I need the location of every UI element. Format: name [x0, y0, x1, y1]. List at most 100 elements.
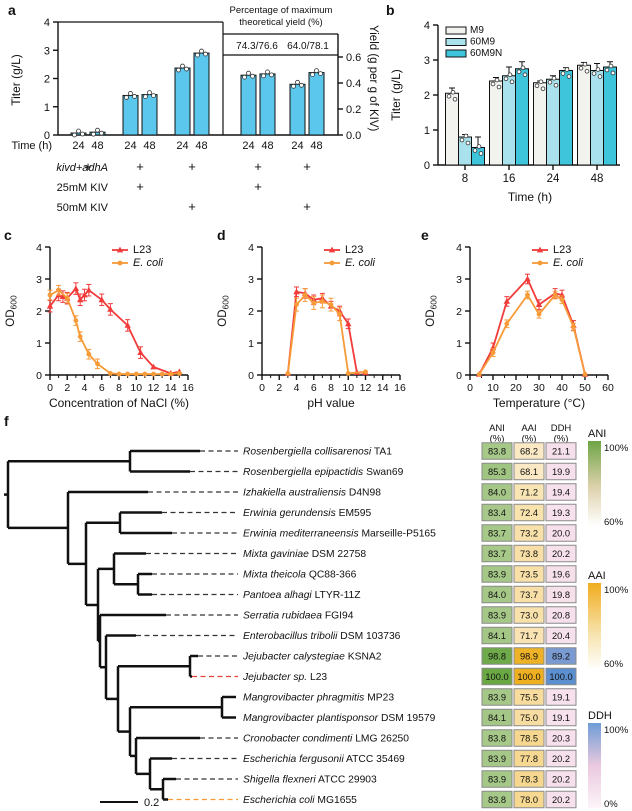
taxon-name: Escherichia coli [243, 795, 315, 806]
taxon-name: Rosenbergiella collisarenosi [243, 447, 372, 458]
plus-mark: + [254, 179, 262, 194]
taxon-label: Shigella flexneri ATCC 29903 [243, 775, 377, 786]
taxon-name: Shigella flexneri [243, 775, 316, 786]
replicate-dot [91, 131, 96, 137]
replicate-dot [520, 65, 526, 71]
heatmap-cell-value: 100.0 [549, 672, 572, 682]
marker-circle [571, 324, 576, 330]
taxon-name: Serratia rubidaea [243, 611, 322, 622]
y-tick-label: 0.0 [346, 130, 361, 142]
x-tick-label: 16 [394, 382, 406, 394]
scale-top-label: 100% [604, 585, 629, 596]
heatmap-cell-value: 78.3 [520, 774, 538, 784]
heatmap-cell-value: 20.2 [552, 549, 570, 559]
marker-triangle [85, 286, 93, 293]
marker-triangle [535, 301, 543, 307]
bar-titer [289, 83, 306, 136]
x-tick-label: 6 [99, 382, 105, 394]
heatmap-column-unit: (%) [522, 434, 537, 445]
taxon-label: Mangrovibacter phragmitis MP23 [243, 693, 394, 704]
bar-60M9N [603, 66, 617, 166]
legend-label: L23 [133, 244, 151, 256]
marker-circle [582, 371, 588, 377]
ylabel-sub: 600 [9, 295, 19, 309]
plus-mark: + [303, 199, 311, 214]
heatmap-cell-value: 20.3 [552, 733, 570, 743]
heatmap-cell-value: 83.7 [488, 528, 506, 538]
replicate-dot [516, 69, 522, 75]
heatmap-cell-value: 19.8 [552, 590, 570, 600]
replicate-dot [597, 74, 603, 79]
x-tick-label: 24 [547, 173, 560, 185]
marker-circle [536, 311, 542, 317]
x-tick-label: 4 [82, 382, 88, 394]
x-tick-label: 24 [242, 140, 254, 152]
condition-label: 50mM KIV [57, 202, 109, 214]
marker-triangle [98, 296, 105, 303]
heatmap-cell [513, 647, 545, 665]
heatmap-cell [545, 462, 577, 481]
taxon-name: Mixta gaviniae [243, 549, 309, 560]
time-row-label: Time (h) [11, 140, 52, 152]
bar-titer [308, 72, 325, 136]
replicate-dot [299, 82, 304, 88]
marker-triangle [503, 298, 510, 304]
y-tick-label: 2 [36, 306, 42, 318]
condition-label: 25mM KIV [57, 182, 109, 194]
marker-circle [125, 371, 131, 377]
y-axis-title: OD600 [5, 295, 19, 327]
x-tick-label: 8 [328, 382, 334, 394]
y-tick-label: 4 [248, 242, 254, 254]
x-tick-label: 10 [487, 382, 499, 394]
y-tick-label: 4 [44, 17, 50, 29]
heatmap-cell-value: 73.2 [520, 528, 538, 538]
x-tick-label: 48 [261, 140, 273, 152]
replicate-dot [584, 68, 590, 74]
ylabel-sub: 600 [429, 295, 439, 309]
y-tick-label: 0 [424, 160, 430, 172]
taxon-name: Erwinia gerundensis [243, 508, 336, 519]
bar-M9 [577, 64, 591, 166]
marker-circle [176, 371, 182, 376]
heatmap-cell [513, 483, 545, 501]
taxon-label: Enterobacillus tribolii DSM 103736 [243, 631, 401, 642]
heatmap-cell [513, 544, 545, 563]
panel-a-chart: 0 1 2 3 4 0.0 0.2 0.4 0.6 Titer (g/L) Yield (g per… [9, 5, 379, 214]
replicate-dot [72, 132, 77, 138]
annotation-value: 74.3/76.6 [236, 41, 278, 52]
marker-triangle [107, 306, 114, 312]
x-tick-label: 2 [276, 382, 282, 394]
replicate-dot [509, 79, 515, 85]
legend-label: 60M9N [470, 48, 502, 59]
marker-circle [559, 297, 565, 303]
replicate-dot [608, 63, 614, 69]
legend-swatch-60M9 [445, 38, 467, 46]
scale-bottom-label: 0% [604, 799, 618, 810]
y-tick-label: 0 [456, 370, 462, 382]
heatmap-cell [481, 729, 513, 747]
marker-circle [86, 351, 92, 357]
x-axis-title: pH value [307, 396, 355, 410]
y-tick-label: 1 [456, 338, 462, 350]
bar-60M9 [546, 78, 560, 166]
heatmap-cell-value: 89.2 [552, 651, 570, 661]
taxon-strain: DSM 19579 [378, 713, 436, 724]
heatmap-cell-value: 20.0 [552, 528, 570, 538]
taxon-strain: KSNA2 [345, 652, 382, 663]
heatmap-cell-value: 84.1 [488, 631, 506, 641]
marker-circle [56, 287, 62, 293]
taxon-label: Izhakiella australiensis D4N98 [243, 488, 381, 499]
replicate-dot [610, 70, 616, 76]
heatmap-cell [513, 667, 545, 686]
panel-label-d: d [217, 227, 226, 243]
heatmap-cell-value: 98.8 [488, 651, 506, 661]
replicate-dot [99, 130, 104, 136]
marker-triangle [536, 246, 544, 253]
replicate-dot [261, 73, 266, 79]
y-axis-title: Titer (g/L) [389, 69, 403, 121]
heatmap-cell [513, 565, 545, 583]
taxon-name: Mangrovibacter phragmitis [243, 693, 364, 704]
x-tick-label: 8 [462, 173, 468, 185]
marker-triangle [72, 285, 80, 291]
